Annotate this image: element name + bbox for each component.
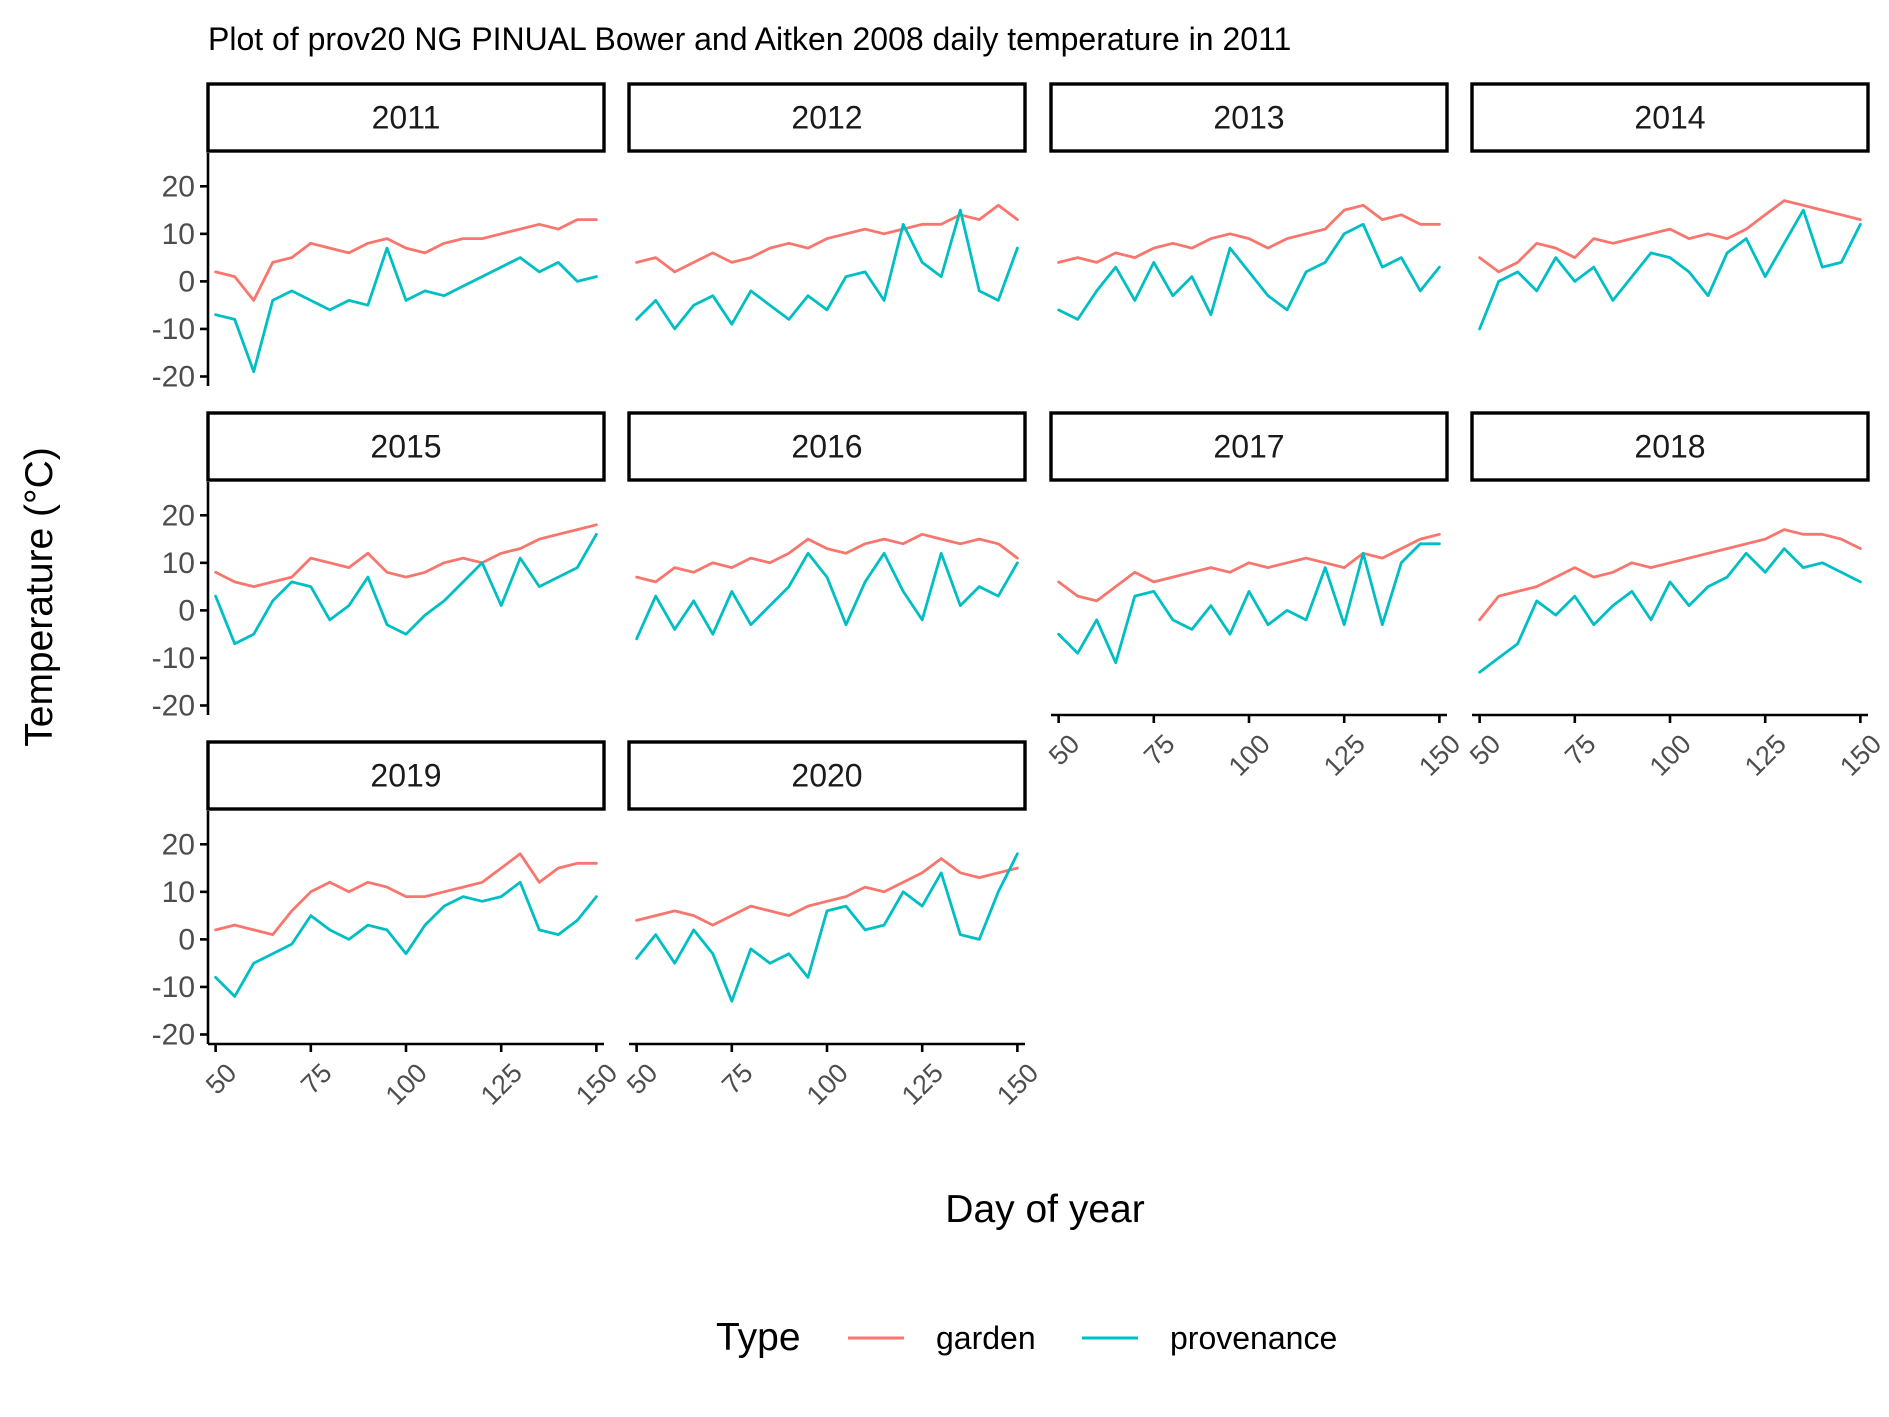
facet-panel-2016: 2016 — [627, 411, 1027, 641]
facet-panel-2013: 2013 — [1049, 82, 1449, 321]
legend: Type garden provenance — [716, 1316, 1337, 1359]
series-line-garden — [214, 523, 598, 588]
facet-strip — [1049, 411, 1449, 482]
facet-panel-2020: 2020 50 75 100 125 150 — [621, 740, 1044, 1111]
x-tick-label: 150 — [570, 1058, 623, 1111]
facet-strip-label: 2017 — [1213, 429, 1284, 465]
y-tick-label: -10 — [152, 642, 195, 675]
facet-strip-label: 2011 — [372, 100, 441, 136]
series-line-garden — [1057, 203, 1441, 264]
y-tick-label: -20 — [152, 1018, 195, 1051]
x-tick-label: 50 — [621, 1058, 663, 1100]
y-tick-label: 10 — [162, 876, 195, 909]
x-tick-label: 125 — [1739, 729, 1792, 782]
legend-label-garden: garden — [936, 1320, 1036, 1356]
series-line-provenance — [635, 852, 1019, 1003]
x-tick-label: 100 — [801, 1058, 854, 1111]
series-line-provenance — [214, 880, 598, 998]
legend-label-provenance: provenance — [1170, 1320, 1337, 1356]
x-tick-label: 100 — [1644, 729, 1697, 782]
facet-strip — [627, 82, 1027, 153]
series-line-garden — [635, 203, 1019, 274]
facet-strip — [206, 740, 606, 811]
chart-title: Plot of prov20 NG PINUAL Bower and Aitke… — [208, 21, 1291, 57]
x-tick-label: 50 — [1464, 729, 1506, 771]
facet-panel-2015: 2015 -20 -10 0 10 20 — [152, 411, 606, 722]
facet-panel-2012: 2012 — [627, 82, 1027, 331]
facet-panel-2019: 2019 -20 -10 0 10 20 50 75 100 125 150 — [152, 740, 623, 1111]
legend-entries: garden provenance — [848, 1320, 1337, 1356]
series-line-provenance — [1478, 547, 1862, 674]
facet-panels: 2011 -20 -10 0 10 20 2012 2013 2014 2015 -20 -10 0 10… — [152, 82, 1887, 1111]
series-line-garden — [1478, 528, 1862, 622]
legend-title: Type — [716, 1316, 801, 1359]
x-tick-label: 75 — [295, 1058, 337, 1100]
x-tick-label: 75 — [1559, 729, 1601, 771]
series-line-garden — [214, 852, 598, 936]
y-tick-label: -20 — [152, 360, 195, 393]
facet-strip-label: 2020 — [791, 758, 862, 794]
y-tick-label: 0 — [178, 265, 195, 298]
facet-panel-2011: 2011 -20 -10 0 10 20 — [152, 82, 606, 393]
facet-strip-label: 2012 — [791, 100, 862, 136]
facet-strip — [1049, 82, 1449, 153]
y-tick-label: 20 — [162, 170, 195, 203]
series-line-provenance — [1478, 208, 1862, 331]
y-tick-label: 10 — [162, 218, 195, 251]
facet-strip-label: 2015 — [370, 429, 441, 465]
x-tick-label: 150 — [991, 1058, 1044, 1111]
facet-strip-label: 2018 — [1634, 429, 1705, 465]
y-tick-label: 20 — [162, 499, 195, 532]
y-axis-title: Temperature (°C) — [18, 447, 61, 747]
facet-strip-label: 2016 — [791, 429, 862, 465]
series-line-provenance — [635, 551, 1019, 641]
facet-panel-2014: 2014 — [1470, 82, 1870, 331]
series-line-provenance — [214, 532, 598, 646]
y-tick-label: 10 — [162, 547, 195, 580]
x-tick-label: 50 — [1043, 729, 1085, 771]
series-line-garden — [1478, 199, 1862, 274]
facet-strip — [206, 82, 606, 153]
y-tick-label: -20 — [152, 689, 195, 722]
facet-strip-label: 2019 — [370, 758, 441, 794]
y-tick-label: 0 — [178, 594, 195, 627]
facet-strip — [1470, 411, 1870, 482]
facet-strip — [1470, 82, 1870, 153]
y-tick-label: -10 — [152, 971, 195, 1004]
y-tick-label: -10 — [152, 313, 195, 346]
x-tick-label: 100 — [380, 1058, 433, 1111]
x-tick-label: 75 — [1138, 729, 1180, 771]
series-line-provenance — [214, 246, 598, 374]
facet-strip-label: 2014 — [1634, 100, 1705, 136]
series-line-garden — [635, 857, 1019, 927]
y-tick-label: 0 — [178, 923, 195, 956]
facet-strip — [627, 740, 1027, 811]
series-line-provenance — [635, 208, 1019, 331]
facet-strip-label: 2013 — [1213, 100, 1284, 136]
x-tick-label: 100 — [1223, 729, 1276, 782]
series-line-garden — [635, 532, 1019, 584]
facet-panel-2018: 2018 50 75 100 125 150 — [1464, 411, 1887, 782]
facet-strip — [627, 411, 1027, 482]
x-axis-title: Day of year — [945, 1188, 1144, 1231]
series-line-garden — [1057, 532, 1441, 603]
x-tick-label: 50 — [200, 1058, 242, 1100]
facet-strip — [206, 411, 606, 482]
x-tick-label: 125 — [475, 1058, 528, 1111]
x-tick-label: 150 — [1413, 729, 1466, 782]
series-line-provenance — [1057, 222, 1441, 321]
series-line-garden — [214, 218, 598, 302]
x-tick-label: 75 — [716, 1058, 758, 1100]
series-line-provenance — [1057, 542, 1441, 665]
x-tick-label: 150 — [1834, 729, 1887, 782]
x-tick-label: 125 — [896, 1058, 949, 1111]
facet-panel-2017: 2017 50 75 100 125 150 — [1043, 411, 1466, 782]
x-tick-label: 125 — [1318, 729, 1371, 782]
y-tick-label: 20 — [162, 828, 195, 861]
